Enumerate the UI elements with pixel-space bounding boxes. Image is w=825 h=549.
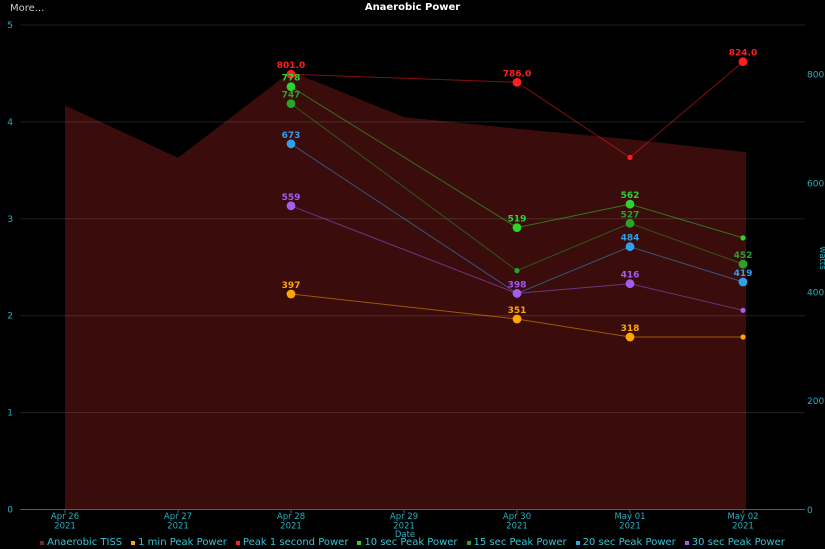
data-point-label: 673 <box>282 131 301 141</box>
series-line <box>290 103 744 272</box>
data-point[interactable] <box>738 277 748 287</box>
data-point-label: 397 <box>282 281 301 291</box>
series-line <box>290 143 744 294</box>
area-series-anaerobic-tiss <box>65 71 746 510</box>
legend-marker-icon <box>684 541 689 545</box>
x-axis-tick-label: Apr 26 2021 <box>51 512 79 532</box>
data-point-label: 318 <box>621 324 640 334</box>
x-axis-title: Date <box>395 530 415 540</box>
data-point[interactable] <box>514 268 520 274</box>
data-point[interactable] <box>627 154 633 160</box>
legend-item[interactable]: 20 sec Peak Power <box>575 537 676 549</box>
series-line <box>290 86 744 239</box>
data-point[interactable] <box>625 218 635 228</box>
right-axis-tick-label: 600 <box>807 180 824 190</box>
data-point[interactable] <box>740 334 746 340</box>
legend-item[interactable]: 15 sec Peak Power <box>466 537 567 549</box>
data-point[interactable] <box>286 201 296 211</box>
x-axis-tick-label: Apr 30 2021 <box>503 512 531 532</box>
legend-item-label: 20 sec Peak Power <box>582 537 676 548</box>
data-point-label: 351 <box>508 306 527 316</box>
data-point[interactable] <box>286 69 296 79</box>
data-point[interactable] <box>512 223 522 233</box>
data-point-label: 824.0 <box>729 49 757 59</box>
data-point[interactable] <box>512 289 522 298</box>
x-axis-tick-label: May 01 2021 <box>614 512 645 532</box>
right-axis-tick-label: 0 <box>807 506 813 516</box>
data-point[interactable] <box>625 279 635 289</box>
data-point[interactable] <box>740 307 746 313</box>
data-point[interactable] <box>625 199 635 209</box>
right-axis-tick-label: 400 <box>807 288 824 298</box>
data-point-label: 484 <box>621 234 640 244</box>
data-point-label: 778 <box>282 74 301 84</box>
series-line <box>290 293 743 338</box>
legend-marker-icon <box>131 541 136 545</box>
data-point-label: 527 <box>621 210 640 220</box>
legend-marker-icon <box>575 541 580 545</box>
left-axis-tick-label: 4 <box>7 118 13 128</box>
data-point-label: 786.0 <box>503 69 531 79</box>
x-axis-tick-label: May 02 2021 <box>727 512 758 532</box>
data-point[interactable] <box>286 99 296 108</box>
legend-marker-icon <box>40 541 45 545</box>
area-series-layer <box>65 71 746 510</box>
data-point-label: 519 <box>508 215 527 225</box>
data-point[interactable] <box>286 289 296 299</box>
data-point-label: 801.0 <box>277 61 305 71</box>
legend-marker-icon <box>357 541 362 545</box>
legend-item-label: Anaerobic TISS <box>47 537 123 548</box>
x-axis-tick-label: Apr 29 2021 <box>390 512 418 532</box>
line-series-layer: 397 351 318 801.0 786.0 824.0 778 519 562 747 527 4… <box>277 49 757 342</box>
data-point-label: 419 <box>734 269 753 279</box>
data-point-label: 562 <box>621 191 640 201</box>
legend-item[interactable]: Peak 1 second Power <box>235 537 349 549</box>
data-point[interactable] <box>738 259 748 269</box>
legend-item-label: 30 sec Peak Power <box>691 537 785 548</box>
legend-item-label: 10 sec Peak Power <box>364 537 458 548</box>
legend-item-label: Peak 1 second Power <box>242 537 349 548</box>
axis-layer: 0 1 2 3 4 5 Apr 26 2021 Apr 27 2021 Apr 28 2021 Apr … <box>7 21 824 532</box>
legend-item[interactable]: 10 sec Peak Power <box>357 537 458 549</box>
left-axis-tick-label: 1 <box>7 409 13 419</box>
legend-item[interactable]: Anaerobic TISS <box>40 537 122 549</box>
data-point[interactable] <box>625 242 635 252</box>
left-axis-tick-label: 5 <box>7 21 13 31</box>
gridline-layer <box>20 24 805 414</box>
left-axis-tick-label: 2 <box>7 312 13 322</box>
legend-item[interactable]: 30 sec Peak Power <box>684 537 785 549</box>
more-link[interactable]: More... <box>10 3 45 14</box>
data-point[interactable] <box>625 332 635 342</box>
legend-item-label: 1 min Peak Power <box>138 537 227 548</box>
x-axis-tick-label: Apr 27 2021 <box>164 512 192 532</box>
data-point[interactable] <box>738 57 748 67</box>
series-line <box>290 61 744 159</box>
legend-marker-icon <box>466 541 471 545</box>
left-axis-tick-label: 0 <box>7 506 13 516</box>
chart-legend: Anaerobic TISS 1 min Peak Power Peak 1 sec… <box>0 537 825 549</box>
data-point-label: 559 <box>282 193 301 203</box>
data-point[interactable] <box>512 314 522 324</box>
data-point-label: 452 <box>734 251 753 261</box>
right-axis-tick-label: 200 <box>807 397 824 407</box>
data-point-label: 416 <box>621 271 640 281</box>
data-point[interactable] <box>286 139 296 149</box>
x-axis-tick-label: Apr 28 2021 <box>277 512 305 532</box>
legend-item[interactable]: 1 min Peak Power <box>131 537 227 549</box>
chart-title: Anaerobic Power <box>364 2 461 13</box>
data-point-label: 747 <box>282 91 301 101</box>
legend-item-label: 15 sec Peak Power <box>473 537 567 548</box>
data-point[interactable] <box>740 235 746 241</box>
series-line <box>290 205 744 311</box>
data-point-label: 398 <box>508 280 527 290</box>
legend-marker-icon <box>235 541 240 545</box>
data-point[interactable] <box>512 77 522 87</box>
left-axis-tick-label: 3 <box>7 215 13 225</box>
right-axis-title: watts <box>817 246 825 270</box>
right-axis-tick-label: 800 <box>807 71 824 81</box>
data-point[interactable] <box>286 82 296 92</box>
